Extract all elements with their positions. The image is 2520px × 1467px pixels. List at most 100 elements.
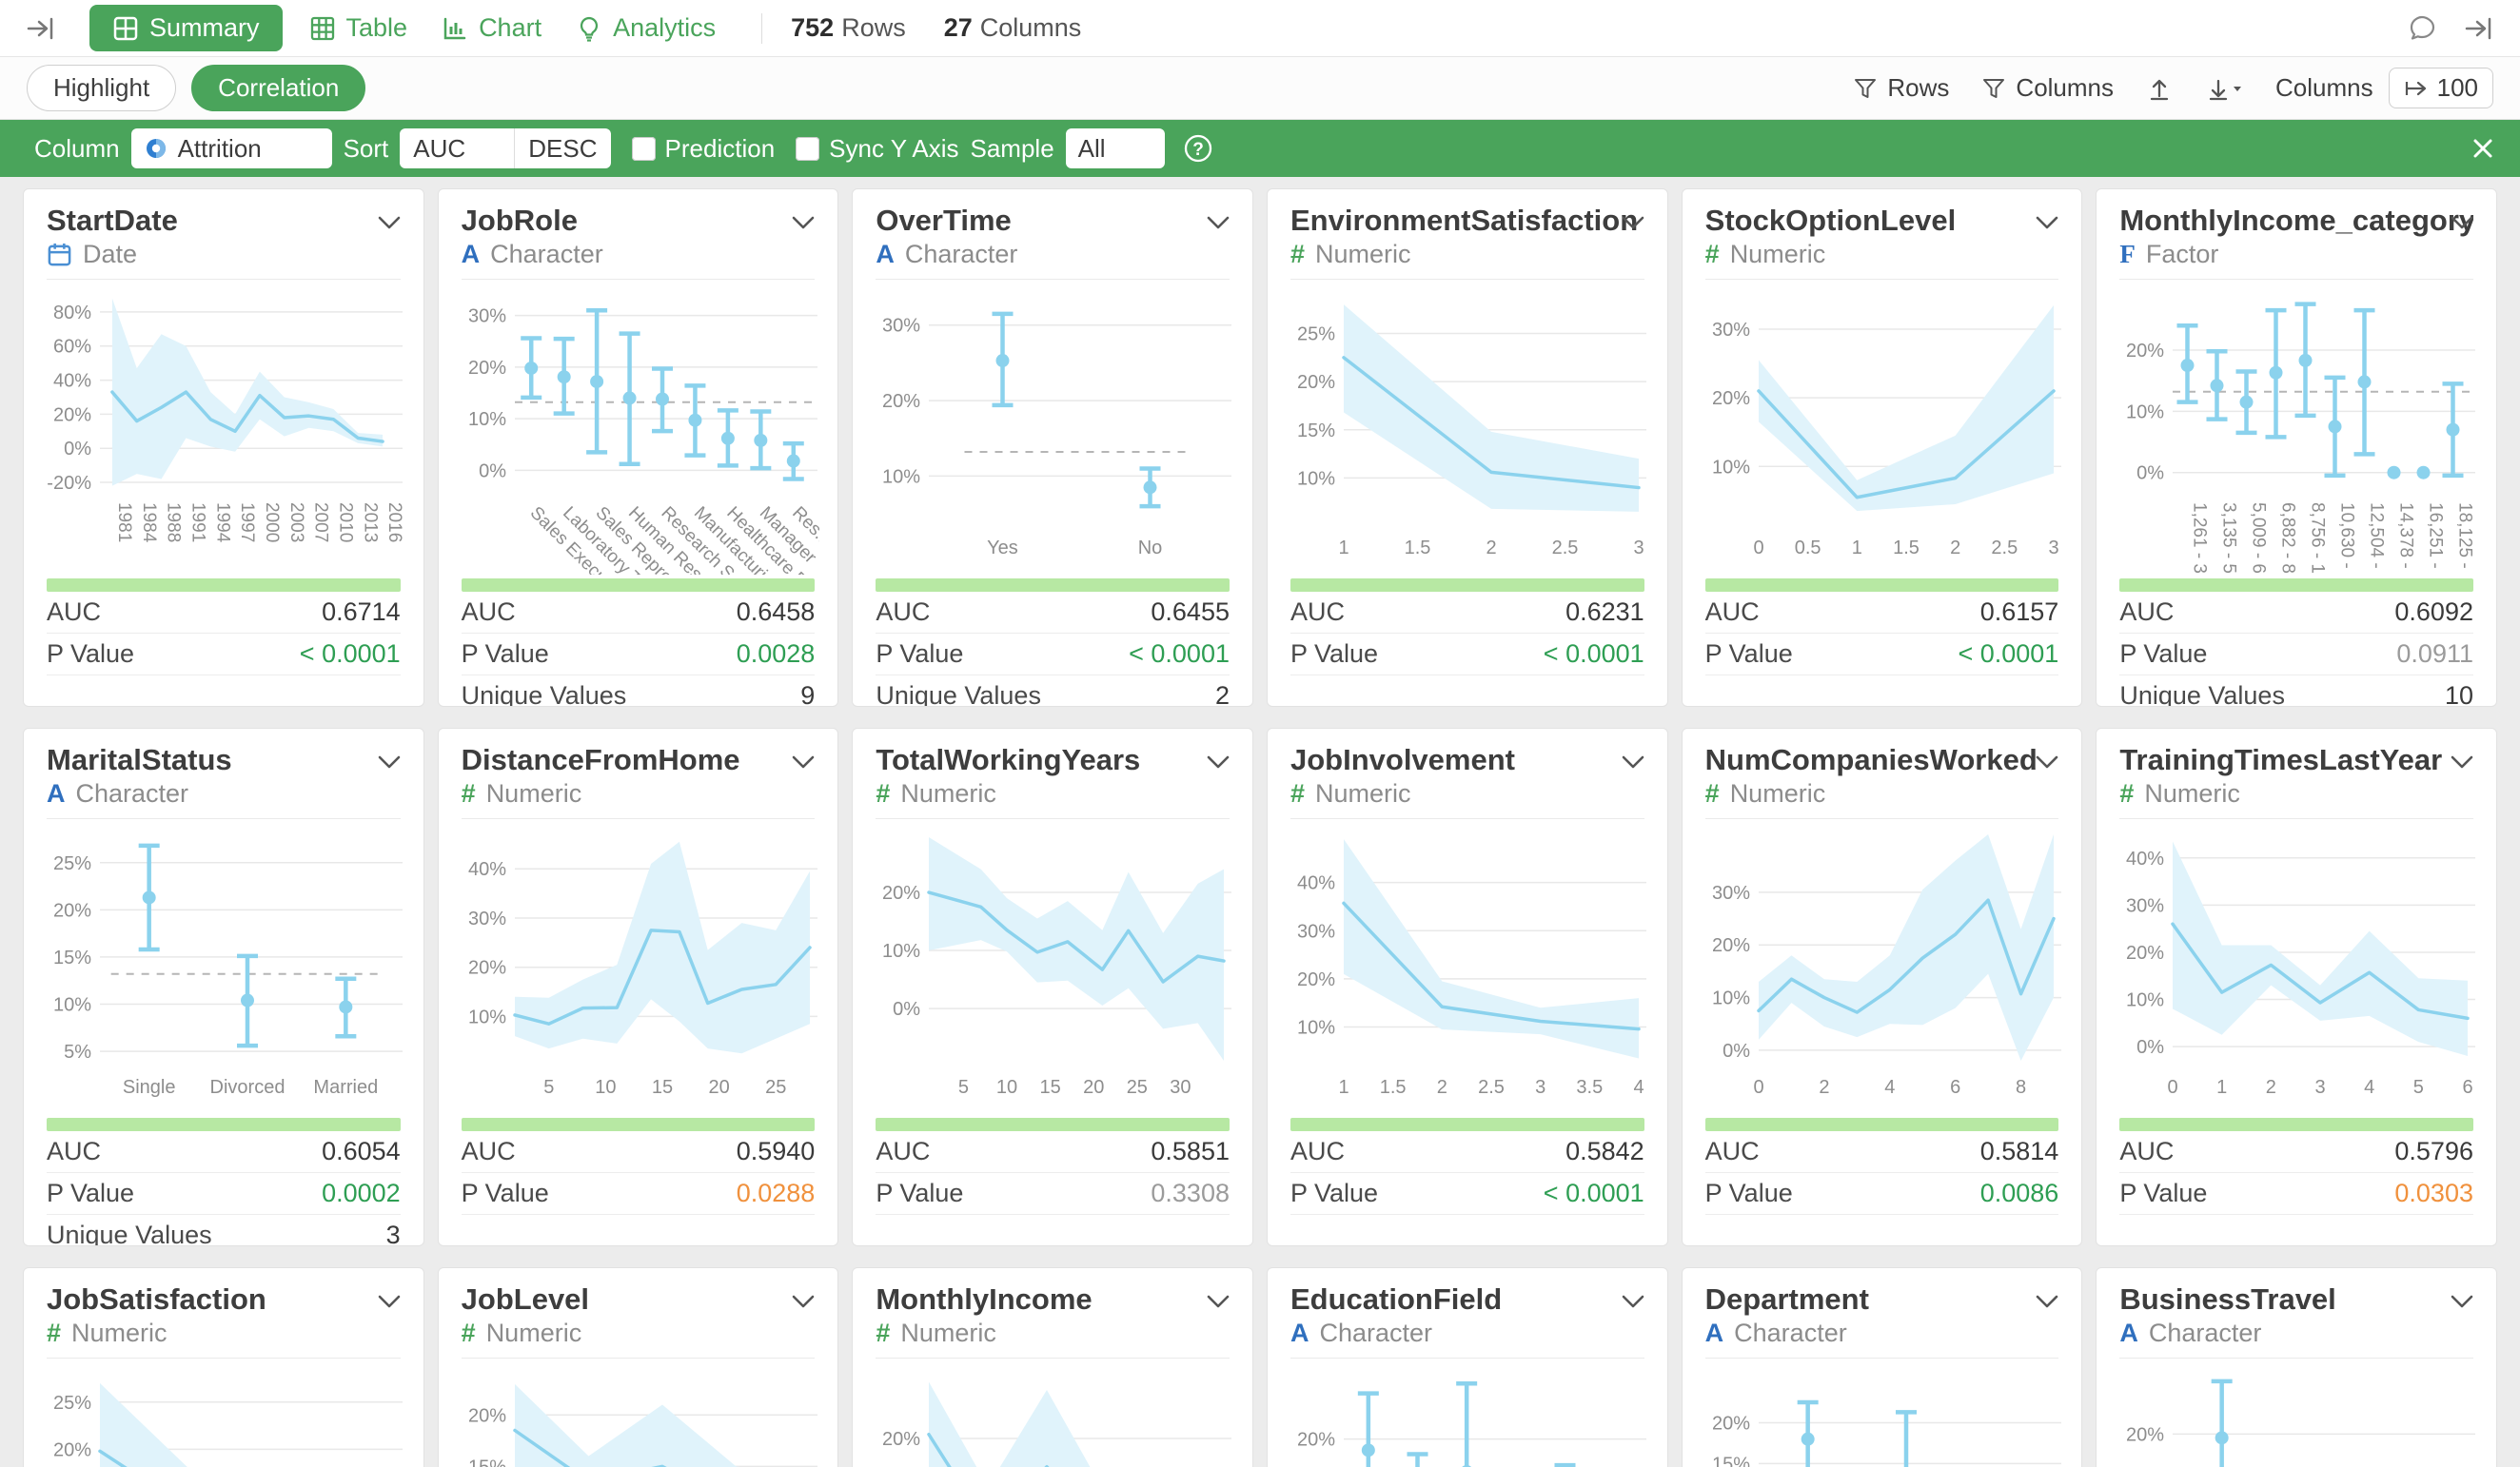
svg-text:40%: 40%: [1297, 873, 1335, 894]
svg-text:5,009 - 6: 5,009 - 6: [2249, 502, 2269, 574]
chevron-down-icon[interactable]: [376, 753, 403, 773]
target-column-select[interactable]: Attrition: [130, 128, 332, 168]
svg-text:10%: 10%: [53, 995, 91, 1016]
svg-text:10%: 10%: [882, 941, 920, 962]
sample-select[interactable]: All: [1065, 128, 1165, 168]
svg-text:20%: 20%: [2126, 943, 2164, 964]
card-chart: 30% 20% 10% 0% Sales Executive Laboratory Tec…: [462, 282, 819, 575]
column-type-label: Numeric: [71, 1319, 167, 1347]
svg-text:5%: 5%: [64, 1042, 91, 1063]
svg-text:4: 4: [1633, 1077, 1644, 1098]
collapse-left-panel-icon[interactable]: [25, 12, 57, 45]
svg-text:0: 0: [1753, 538, 1763, 558]
help-icon[interactable]: ?: [1182, 132, 1214, 165]
svg-text:16,251 -: 16,251 -: [2426, 502, 2446, 569]
chevron-down-icon[interactable]: [790, 753, 817, 773]
p-value-row: P Value 0.0303: [2119, 1173, 2473, 1215]
chevron-down-icon[interactable]: [376, 214, 403, 233]
column-type-label: Date: [83, 240, 138, 268]
upload-icon[interactable]: [2146, 75, 2173, 102]
chart-svg: 20%10%: [1297, 1381, 1646, 1467]
svg-text:2: 2: [1437, 1077, 1447, 1098]
tab-table[interactable]: Table: [292, 5, 425, 51]
column-type: A Character: [1704, 1319, 2059, 1359]
chevron-down-icon[interactable]: [2449, 753, 2475, 773]
p-value-row: P Value 0.3308: [876, 1173, 1230, 1215]
columns-limit-input[interactable]: 100: [2388, 68, 2493, 108]
chevron-down-icon[interactable]: [1620, 753, 1646, 773]
auc-row: AUC 0.6054: [47, 1131, 401, 1173]
svg-text:20%: 20%: [53, 1439, 91, 1460]
card-chart: 40% 30% 20% 10% 0% 0 1 2 3 4 5 6: [2119, 821, 2476, 1114]
chevron-down-icon[interactable]: [790, 1293, 817, 1312]
sort-select[interactable]: AUC DESC: [400, 128, 611, 168]
comment-icon[interactable]: [2406, 12, 2438, 45]
svg-text:15%: 15%: [468, 1457, 506, 1467]
card-title: EnvironmentSatisfaction: [1290, 205, 1639, 237]
sync-y-axis-checkbox[interactable]: [796, 136, 820, 161]
column-type-label: Character: [904, 240, 1018, 268]
tab-analytics[interactable]: Analytics: [559, 5, 733, 51]
chevron-down-icon[interactable]: [1205, 1293, 1231, 1312]
svg-text:1: 1: [1338, 538, 1349, 558]
svg-text:0%: 0%: [64, 439, 91, 460]
auc-row: AUC 0.5796: [2119, 1131, 2473, 1173]
chevron-down-icon[interactable]: [1205, 214, 1231, 233]
column-card: EnvironmentSatisfaction # Numeric 25% 20%…: [1266, 188, 1668, 707]
svg-text:6: 6: [2463, 1077, 2473, 1098]
numeric-type-icon: #: [461, 1319, 476, 1347]
svg-text:20%: 20%: [53, 404, 91, 425]
column-card: JobLevel # Numeric 20%15%10%5%: [437, 1267, 839, 1467]
chevron-down-icon[interactable]: [2034, 1293, 2060, 1312]
chevron-down-icon[interactable]: [2034, 753, 2060, 773]
column-card: MonthlyIncome_category F Factor 20% 10% 0%…: [2096, 188, 2497, 707]
svg-text:20%: 20%: [53, 900, 91, 921]
character-type-icon: A: [2119, 1319, 2138, 1347]
chevron-down-icon[interactable]: [376, 1293, 403, 1312]
svg-text:1981: 1981: [114, 502, 134, 542]
prediction-checkbox[interactable]: [631, 136, 656, 161]
download-icon[interactable]: [2205, 75, 2243, 102]
correlation-button[interactable]: Correlation: [191, 65, 366, 111]
chevron-down-icon[interactable]: [1205, 753, 1231, 773]
svg-text:2.5: 2.5: [1552, 538, 1579, 558]
chevron-down-icon[interactable]: [1620, 1293, 1646, 1312]
svg-text:20%: 20%: [1712, 1414, 1750, 1435]
unique-values-row: Unique Values 9: [461, 681, 816, 707]
column-card: JobSatisfaction # Numeric 25%20%15%10%5%: [23, 1267, 424, 1467]
column-type: # Numeric: [1290, 240, 1644, 280]
chevron-down-icon[interactable]: [1620, 214, 1646, 233]
svg-text:10%: 10%: [2126, 401, 2164, 422]
svg-text:5: 5: [2413, 1077, 2424, 1098]
svg-text:2016: 2016: [384, 502, 404, 542]
tab-chart[interactable]: Chart: [424, 5, 559, 51]
svg-text:6: 6: [1950, 1077, 1960, 1098]
sample-label: Sample: [970, 133, 1054, 163]
highlight-button[interactable]: Highlight: [27, 65, 177, 111]
top-bar: Summary Table Chart Analytics 752 Rows 27…: [0, 0, 2520, 57]
card-stats: AUC 0.5796 P Value 0.0303: [2119, 1118, 2473, 1215]
tab-summary[interactable]: Summary: [89, 5, 283, 51]
numeric-type-icon: #: [876, 1319, 891, 1347]
collapse-right-panel-icon[interactable]: [2463, 12, 2495, 45]
filter-columns-button[interactable]: Columns: [1981, 73, 2114, 103]
svg-text:10%: 10%: [1712, 457, 1750, 478]
card-title: DistanceFromHome: [461, 744, 740, 776]
svg-text:5: 5: [543, 1077, 554, 1098]
chevron-down-icon[interactable]: [790, 214, 817, 233]
svg-text:0%: 0%: [2136, 1037, 2164, 1058]
column-type: # Numeric: [1704, 779, 2059, 819]
chevron-down-icon[interactable]: [2034, 214, 2060, 233]
column-type-label: Numeric: [1315, 240, 1411, 268]
p-value-row: P Value 0.0086: [1704, 1173, 2059, 1215]
column-card: Department A Character 20%15%10%5%: [1681, 1267, 2083, 1467]
card-title: StockOptionLevel: [1704, 205, 1957, 237]
chart-svg: 25% 20% 15% 10% 5% Single Divorced Married: [53, 843, 403, 1098]
filter-rows-button[interactable]: Rows: [1853, 73, 1949, 103]
column-card: DistanceFromHome # Numeric 40% 30% 20% 10% 5…: [437, 728, 839, 1246]
card-stats: AUC 0.6455 P Value < 0.0001 Unique Values 2: [876, 578, 1230, 706]
chevron-down-icon[interactable]: [2449, 1293, 2475, 1312]
close-icon[interactable]: [2469, 134, 2497, 163]
chevron-down-icon[interactable]: [2449, 214, 2475, 233]
